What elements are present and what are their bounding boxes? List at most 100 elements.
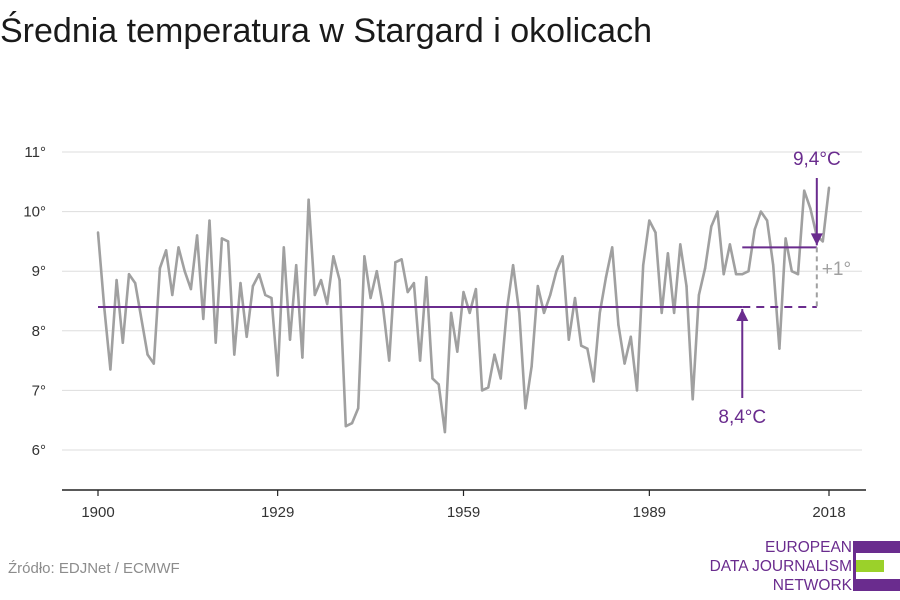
data-point <box>158 267 162 270</box>
data-point <box>369 296 372 300</box>
data-point <box>239 281 242 285</box>
data-point <box>474 287 478 291</box>
data-point <box>561 255 564 258</box>
data-point <box>288 338 292 341</box>
temperature-line <box>96 187 831 434</box>
data-point <box>641 264 645 267</box>
data-point <box>152 362 155 365</box>
data-point <box>555 270 558 273</box>
data-point <box>264 293 267 297</box>
data-point <box>796 272 800 276</box>
data-point <box>251 284 255 288</box>
data-point <box>703 267 707 270</box>
data-point <box>171 293 174 297</box>
data-point <box>710 225 713 228</box>
data-point <box>505 308 509 312</box>
data-point <box>406 290 409 294</box>
y-tick-label: 7° <box>32 382 46 399</box>
data-point <box>499 377 502 380</box>
data-point <box>344 424 347 428</box>
data-point <box>437 383 440 386</box>
logo-line-3: NETWORK <box>772 577 852 594</box>
chart-title: Średnia temperatura w Stargard i okolica… <box>0 12 652 50</box>
data-point <box>586 347 589 350</box>
x-axis: 1900 1929 1959 1989 2018 <box>62 489 866 521</box>
data-point <box>654 231 657 234</box>
data-point <box>741 272 744 276</box>
data-point <box>326 302 329 306</box>
data-point <box>480 389 484 392</box>
data-point <box>716 210 719 213</box>
data-point <box>375 270 378 273</box>
data-point <box>511 264 515 267</box>
data-point <box>573 296 577 300</box>
y-tick-label: 10° <box>23 204 46 221</box>
data-point <box>127 272 131 276</box>
data-point <box>827 186 831 189</box>
edjnet-logo: EUROPEAN DATA JOURNALISM NETWORK <box>700 538 900 598</box>
data-point <box>821 240 825 243</box>
data-point <box>313 293 317 297</box>
data-point <box>778 347 781 350</box>
logo-bar-middle <box>856 560 884 572</box>
data-point <box>728 243 732 246</box>
data-point <box>722 272 725 276</box>
logo-line-2: DATA JOURNALISM <box>709 558 852 575</box>
data-point <box>493 353 496 356</box>
data-point <box>276 374 279 377</box>
logo-text: EUROPEAN DATA JOURNALISM NETWORK <box>710 538 852 595</box>
data-point <box>623 362 626 365</box>
data-point <box>524 407 527 410</box>
data-point <box>772 264 775 267</box>
data-point <box>803 189 806 192</box>
data-point <box>245 335 248 338</box>
data-point <box>270 296 273 300</box>
reference-lines <box>98 178 823 398</box>
data-point <box>666 252 670 255</box>
data-point <box>295 264 298 267</box>
data-point <box>604 275 608 279</box>
data-point <box>164 249 168 252</box>
data-point <box>530 365 533 368</box>
data-point <box>580 344 583 347</box>
data-point <box>617 323 620 327</box>
data-point <box>387 359 391 362</box>
y-tick-label: 11° <box>24 144 46 161</box>
data-point <box>356 407 360 410</box>
data-point <box>765 219 769 222</box>
data-point <box>400 258 403 261</box>
data-point <box>363 255 366 258</box>
data-point <box>629 335 632 338</box>
data-point <box>456 350 459 353</box>
data-point <box>319 278 323 282</box>
series-layer <box>96 186 831 434</box>
data-point <box>301 356 304 359</box>
data-point <box>195 234 199 237</box>
data-point <box>140 317 143 321</box>
x-tick-label: 1959 <box>447 504 480 521</box>
data-point <box>425 275 428 279</box>
data-point <box>567 338 571 341</box>
data-point <box>133 281 137 285</box>
data-point <box>394 261 397 264</box>
data-point <box>418 359 422 362</box>
y-axis-tick-labels: 6° 7° 8° 9° 10° 11° <box>23 144 46 459</box>
x-tick-label: 1989 <box>633 504 666 521</box>
data-point <box>536 284 540 288</box>
data-point <box>542 311 546 315</box>
data-point <box>257 272 261 276</box>
data-point <box>518 311 521 315</box>
data-point <box>350 421 354 425</box>
data-point <box>233 353 236 356</box>
data-point <box>115 278 118 282</box>
data-point <box>96 231 100 234</box>
delta-label: +1° <box>822 259 851 280</box>
data-point <box>412 281 416 285</box>
data-point <box>598 311 601 315</box>
logo-line-1: EUROPEAN <box>765 539 852 556</box>
data-point <box>549 293 552 297</box>
data-point <box>753 228 756 231</box>
data-point <box>208 219 211 222</box>
data-point <box>338 278 341 282</box>
y-tick-label: 6° <box>32 442 46 459</box>
